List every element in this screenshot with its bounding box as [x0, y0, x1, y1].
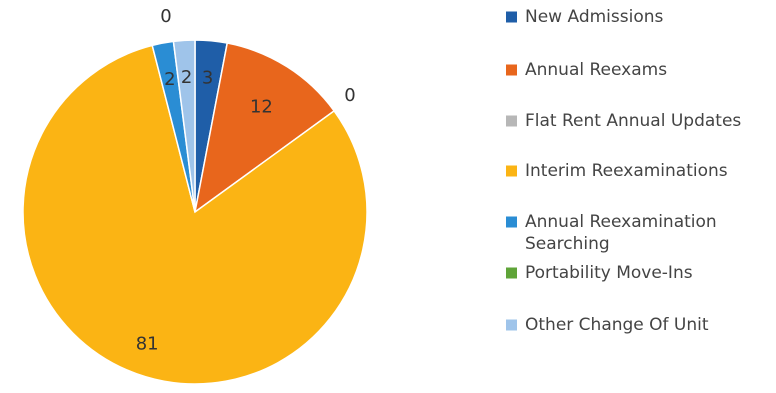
legend: New Admissions Annual Reexams Flat Rent An… — [506, 7, 741, 335]
data-label-other-change-of-unit: 2 — [181, 67, 192, 88]
legend-label-interim-reexaminations: Interim Reexaminations — [525, 161, 728, 181]
data-label-annual-reexams: 12 — [250, 96, 273, 117]
pie-data-labels: 3 12 0 81 2 0 2 — [136, 6, 356, 355]
legend-swatch-new-admissions — [506, 11, 517, 23]
legend-item-portability-move-ins: Portability Move-Ins — [506, 263, 693, 283]
legend-label-other-change-of-unit: Other Change Of Unit — [525, 315, 709, 335]
legend-label-new-admissions: New Admissions — [525, 7, 664, 27]
data-label-portability-move-ins: 0 — [160, 6, 171, 27]
legend-swatch-portability-move-ins — [506, 267, 517, 279]
data-label-new-admissions: 3 — [202, 67, 213, 88]
legend-label-portability-move-ins: Portability Move-Ins — [525, 263, 693, 283]
data-label-interim-reexaminations: 81 — [136, 334, 159, 355]
legend-swatch-annual-reexamination-searching — [506, 216, 517, 228]
legend-swatch-annual-reexams — [506, 64, 517, 76]
legend-swatch-other-change-of-unit — [506, 319, 517, 331]
slice-other-change-of-unit — [172, 39, 196, 213]
data-label-flat-rent-annual-updates: 0 — [344, 85, 355, 106]
slice-interim-reexaminations — [22, 44, 368, 385]
legend-label-flat-rent-annual-updates: Flat Rent Annual Updates — [525, 111, 741, 131]
legend-item-interim-reexaminations: Interim Reexaminations — [506, 161, 728, 181]
legend-item-annual-reexamination-searching: Annual Reexamination Searching — [506, 212, 717, 254]
legend-item-other-change-of-unit: Other Change Of Unit — [506, 315, 709, 335]
data-label-annual-reexamination-searching: 2 — [164, 69, 175, 90]
legend-swatch-flat-rent-annual-updates — [506, 115, 517, 127]
legend-item-annual-reexams: Annual Reexams — [506, 60, 667, 80]
legend-item-new-admissions: New Admissions — [506, 7, 664, 27]
legend-label-annual-reexams: Annual Reexams — [525, 60, 667, 80]
slice-annual-reexams — [193, 42, 336, 214]
legend-label-annual-reexamination-searching: Annual Reexamination Searching — [525, 212, 717, 254]
pie-slices — [22, 39, 368, 385]
legend-item-flat-rent-annual-updates: Flat Rent Annual Updates — [506, 111, 741, 131]
legend-swatch-interim-reexaminations — [506, 165, 517, 177]
